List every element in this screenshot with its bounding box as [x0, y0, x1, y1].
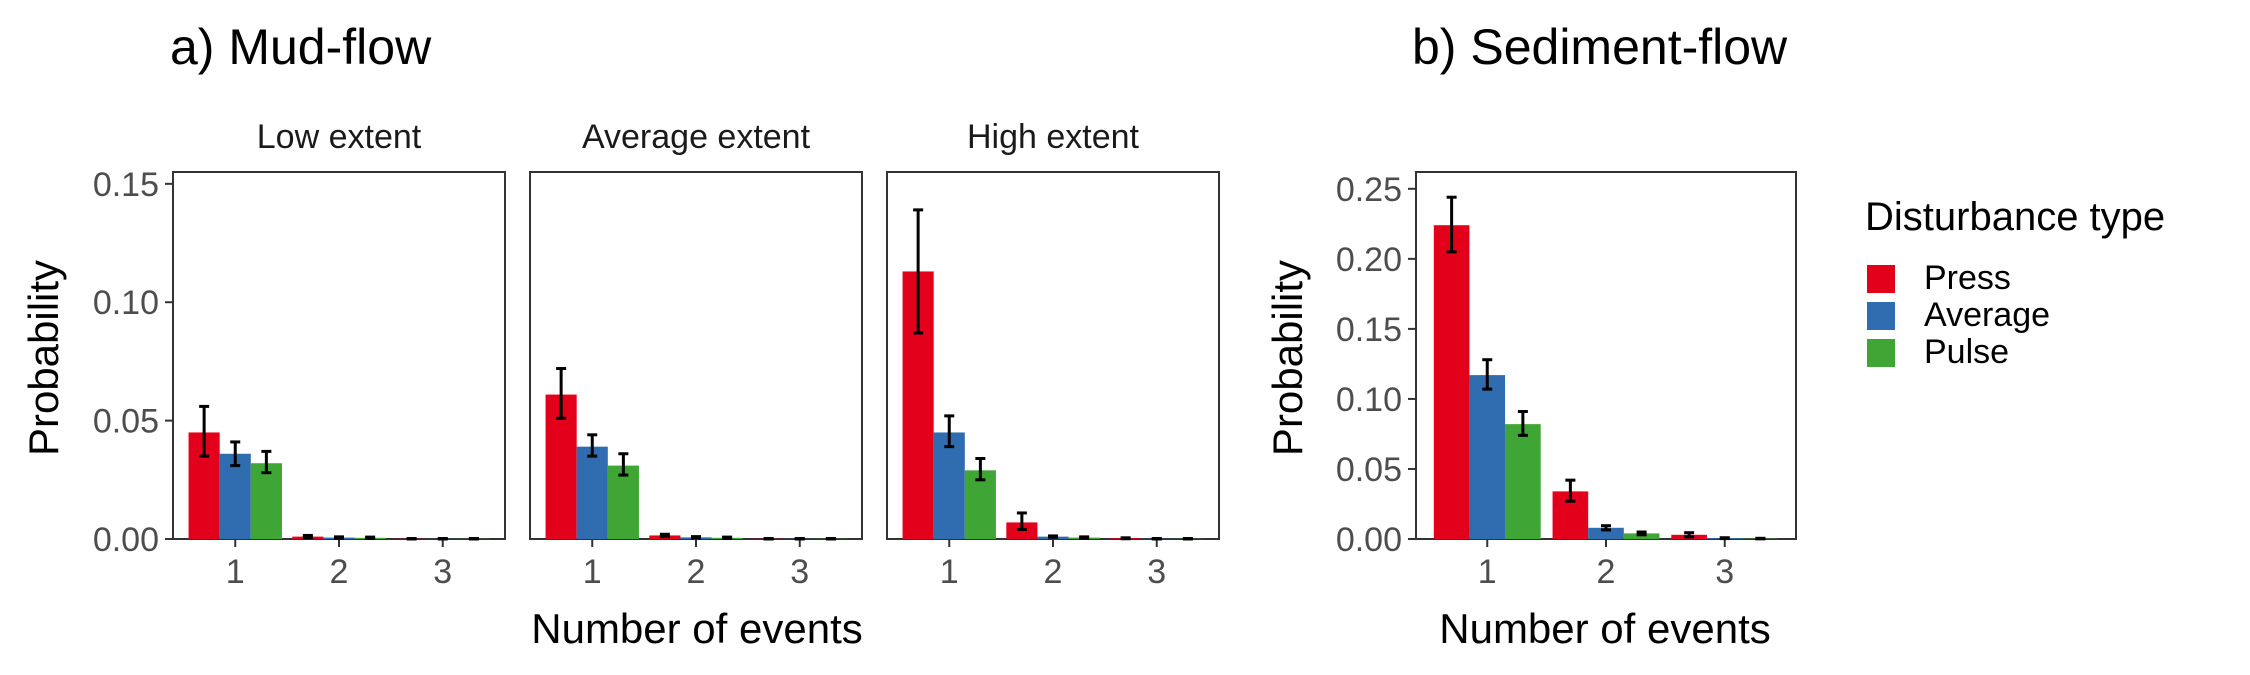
bar-pulse [964, 470, 996, 539]
legend-title: Disturbance type [1865, 195, 2165, 239]
facet-label: High extent [967, 118, 1140, 156]
facet-label: Low extent [257, 118, 422, 156]
y-tick-label: 0.25 [1336, 171, 1402, 209]
x-axis-label-sediment-flow: Number of events [1439, 605, 1771, 652]
legend-key-press [1867, 265, 1895, 293]
panel: Average extent 1 2 3 [529, 118, 863, 591]
bar-press [1433, 225, 1470, 539]
legend-key-average [1867, 302, 1895, 330]
x-tick-label: 1 [1478, 553, 1497, 591]
y-tick-label: 0.05 [93, 403, 159, 441]
mud-flow-chart: a) Mud-flow Probability Number of events… [20, 19, 1220, 652]
y-tick-label: 0.00 [1336, 521, 1402, 559]
panel: High extent 1 2 3 [886, 118, 1220, 591]
y-tick-label: 0.10 [93, 284, 159, 322]
y-tick-label: 0.05 [1336, 451, 1402, 489]
y-tick-label: 0.10 [1336, 381, 1402, 419]
bar-average [219, 453, 251, 539]
bar-average [933, 432, 965, 539]
x-tick-label: 3 [790, 553, 809, 591]
legend-label-average: Average [1924, 296, 2050, 334]
x-tick-label: 2 [1597, 553, 1616, 591]
panel: Low extent 1 2 3 [172, 118, 506, 591]
y-axis-ticks-sediment-flow: 0.00 0.05 0.10 0.15 0.20 0.25 [1336, 171, 1416, 559]
y-axis-ticks-mud-flow: 0.00 0.05 0.10 0.15 [93, 166, 173, 559]
y-tick-label: 0.00 [93, 521, 159, 559]
bar-pulse [1505, 424, 1541, 539]
y-tick-label: 0.15 [93, 166, 159, 204]
x-tick-label: 3 [1147, 553, 1166, 591]
chart-title-sediment-flow: b) Sediment-flow [1412, 19, 1788, 75]
bar-average [1588, 527, 1624, 539]
x-tick-label: 3 [1715, 553, 1734, 591]
y-axis-label-sediment-flow: Probability [1264, 260, 1311, 456]
legend-label-pulse: Pulse [1924, 333, 2009, 371]
y-axis-label-mud-flow: Probability [20, 260, 67, 456]
chart-title-mud-flow: a) Mud-flow [170, 19, 432, 75]
x-tick-label: 2 [687, 553, 706, 591]
bar-average [576, 446, 608, 539]
legend-key-pulse [1867, 339, 1895, 367]
x-tick-label: 1 [226, 553, 245, 591]
legend-label-press: Press [1924, 259, 2011, 297]
x-axis-label-mud-flow: Number of events [531, 605, 863, 652]
bar-pulse [250, 463, 282, 539]
x-tick-label: 1 [583, 553, 602, 591]
x-tick-label: 2 [330, 553, 349, 591]
bar-average [1469, 375, 1506, 539]
x-tick-label: 2 [1044, 553, 1063, 591]
sediment-flow-panels: 1 2 3 [1415, 171, 1797, 591]
x-tick-label: 1 [940, 553, 959, 591]
y-tick-label: 0.20 [1336, 241, 1402, 279]
x-tick-label: 3 [433, 553, 452, 591]
facet-label: Average extent [582, 118, 811, 156]
y-tick-label: 0.15 [1336, 311, 1402, 349]
sediment-flow-chart: b) Sediment-flow Probability Number of e… [1264, 19, 1797, 652]
bar-pulse [607, 465, 639, 539]
panel: 1 2 3 [1415, 171, 1797, 591]
